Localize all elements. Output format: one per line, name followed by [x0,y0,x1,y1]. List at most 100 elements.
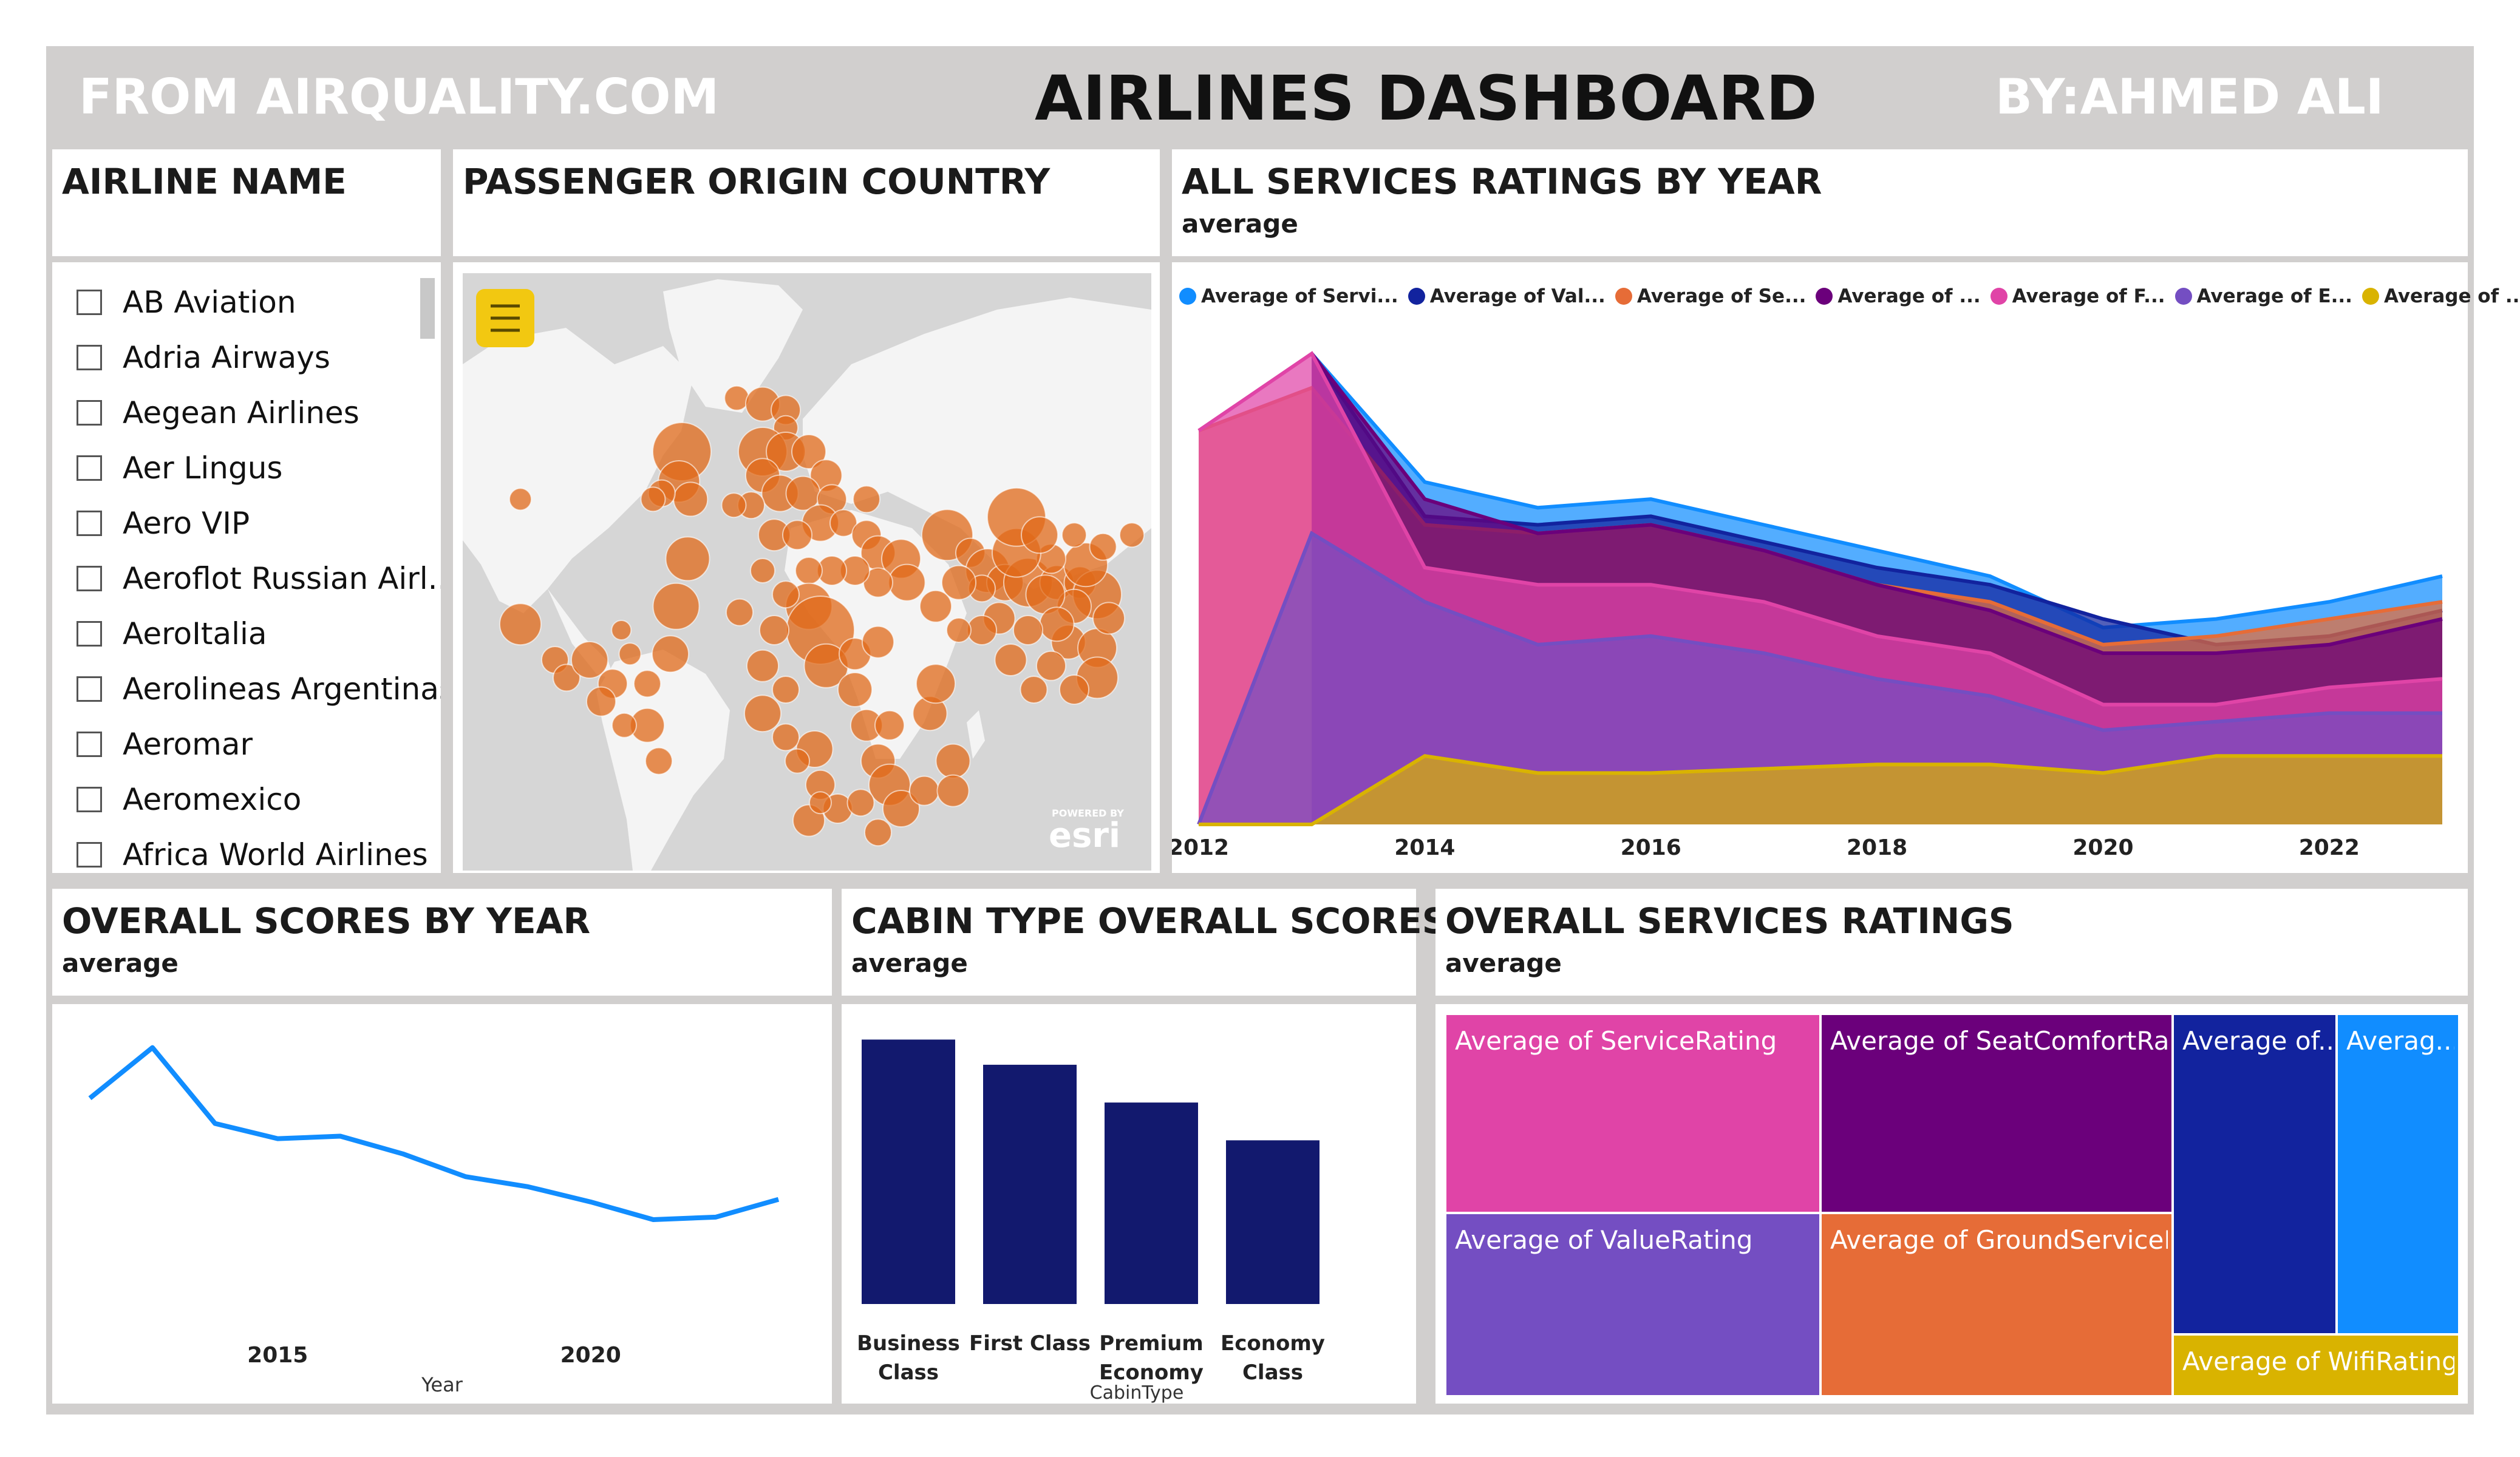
treemap-tile[interactable]: Average of GroundServiceR... [1822,1214,2171,1395]
map-bubble[interactable] [785,748,810,774]
treemap-tile[interactable]: Averag... [2338,1015,2458,1333]
area-series-fill[interactable] [1199,756,2442,824]
map-bubble[interactable] [874,710,905,741]
map-bubble[interactable] [1036,650,1066,681]
map-bubble[interactable] [509,487,532,511]
map-bubble[interactable] [586,686,616,717]
cabin-bar[interactable] [1226,1140,1320,1304]
map-bubble[interactable] [1092,602,1125,635]
map-bubble[interactable] [750,558,775,583]
legend-item[interactable]: Average of Val... [1408,285,1606,307]
map-bubble[interactable] [837,672,873,707]
slicer-checkbox[interactable] [77,786,102,812]
map-bubble[interactable] [611,712,637,738]
slicer-item[interactable]: Aerolineas Argentinas [77,661,441,716]
slicer-checkbox[interactable] [77,510,102,536]
slicer-checkbox[interactable] [77,399,102,426]
map-bubble[interactable] [611,620,632,640]
legend-item[interactable]: Average of ... [2362,285,2520,307]
map-bubble[interactable] [1061,522,1087,548]
map-bubble[interactable] [862,625,894,659]
map-bubble[interactable] [1020,676,1048,704]
map-bubble[interactable] [1021,516,1058,554]
map-bubble[interactable] [809,791,832,815]
slicer-checkbox[interactable] [77,841,102,868]
hamburger-menu-icon[interactable] [491,304,520,332]
map-bubble[interactable] [1119,522,1145,548]
map-bubble[interactable] [618,642,642,666]
slicer-item[interactable]: Adria Airways [77,330,441,385]
map-bubble[interactable] [640,486,666,512]
legend-item[interactable]: Average of E... [2174,285,2352,307]
slicer-checkbox[interactable] [77,620,102,647]
map-bubble[interactable] [791,434,826,469]
map-bubble[interactable] [571,641,608,679]
slicer-scrollbar[interactable] [420,278,435,339]
slicer-item[interactable]: Aegean Airlines [77,385,441,440]
map-bubble[interactable] [633,670,661,698]
treemap-tile[interactable]: Average of ServiceRating [1446,1015,1819,1212]
map-bubble[interactable] [744,695,782,733]
slicer-item[interactable]: AB Aviation [77,274,441,330]
treemap-tile[interactable]: Average of... [2174,1015,2335,1333]
slicer-item[interactable]: Aeromexico [77,772,441,827]
map-bubble[interactable] [795,557,823,585]
cabin-bar[interactable] [1105,1102,1198,1304]
map-bubble[interactable] [846,789,875,817]
legend-item[interactable]: Average of F... [1990,285,2165,307]
map-bubble[interactable] [967,615,997,645]
treemap-tile[interactable]: Average of ValueRating [1446,1214,1819,1395]
slicer-item[interactable]: Aeromar [77,716,441,772]
map-bubble[interactable] [909,775,939,806]
map-bubble[interactable] [994,644,1027,676]
area-series-fill[interactable] [1199,533,2442,824]
passenger-origin-map[interactable]: POWERED BY esri [463,273,1151,871]
map-bubble[interactable] [829,509,857,537]
treemap-tile[interactable]: Average of SeatComfortRati... [1822,1015,2171,1212]
slicer-item[interactable]: Aer Lingus [77,440,441,495]
map-bubble[interactable] [882,790,920,827]
map-bubble[interactable] [645,747,673,775]
map-bubble[interactable] [935,743,971,779]
map-bubble[interactable] [772,676,800,704]
map-bubble[interactable] [936,774,970,807]
map-bubble[interactable] [941,565,976,600]
map-bubble[interactable] [772,723,800,752]
legend-item[interactable]: Average of Servi... [1179,285,1398,307]
map-bubble[interactable] [724,385,750,411]
map-bubble[interactable] [1089,532,1117,561]
slicer-checkbox[interactable] [77,289,102,315]
map-bubble[interactable] [665,536,710,582]
map-bubble[interactable] [1013,615,1043,645]
legend-item[interactable]: Average of ... [1816,285,1981,307]
map-bubble[interactable] [652,635,689,673]
map-bubble[interactable] [1059,674,1089,705]
map-bubble[interactable] [772,580,800,609]
map-bubble[interactable] [946,617,972,643]
map-bubble[interactable] [864,818,892,847]
treemap-tile[interactable]: Average of WifiRating [2174,1336,2458,1395]
map-bubble[interactable] [652,582,700,630]
cabin-bar[interactable] [862,1039,955,1304]
slicer-checkbox[interactable] [77,731,102,757]
map-bubble[interactable] [759,615,789,645]
map-bubble[interactable] [1039,606,1075,642]
slicer-checkbox[interactable] [77,344,102,370]
slicer-item[interactable]: Africa World Airlines [77,827,441,873]
map-bubble[interactable] [726,598,754,627]
map-bubble[interactable] [721,492,747,518]
slicer-item[interactable]: Aero VIP [77,495,441,551]
map-bubble[interactable] [553,664,581,692]
slicer-checkbox[interactable] [77,676,102,702]
legend-item[interactable]: Average of Se... [1615,285,1806,307]
slicer-item[interactable]: Aeroflot Russian Airl... [77,551,441,606]
overall-score-line[interactable] [88,1045,780,1222]
slicer-item[interactable]: AeroItalia [77,606,441,661]
map-bubble[interactable] [673,481,709,517]
map-bubble[interactable] [888,563,926,602]
map-bubble[interactable] [782,520,812,551]
map-bubble[interactable] [499,603,542,646]
cabin-bar[interactable] [983,1064,1077,1304]
slicer-checkbox[interactable] [77,455,102,481]
map-bubble[interactable] [919,589,952,623]
